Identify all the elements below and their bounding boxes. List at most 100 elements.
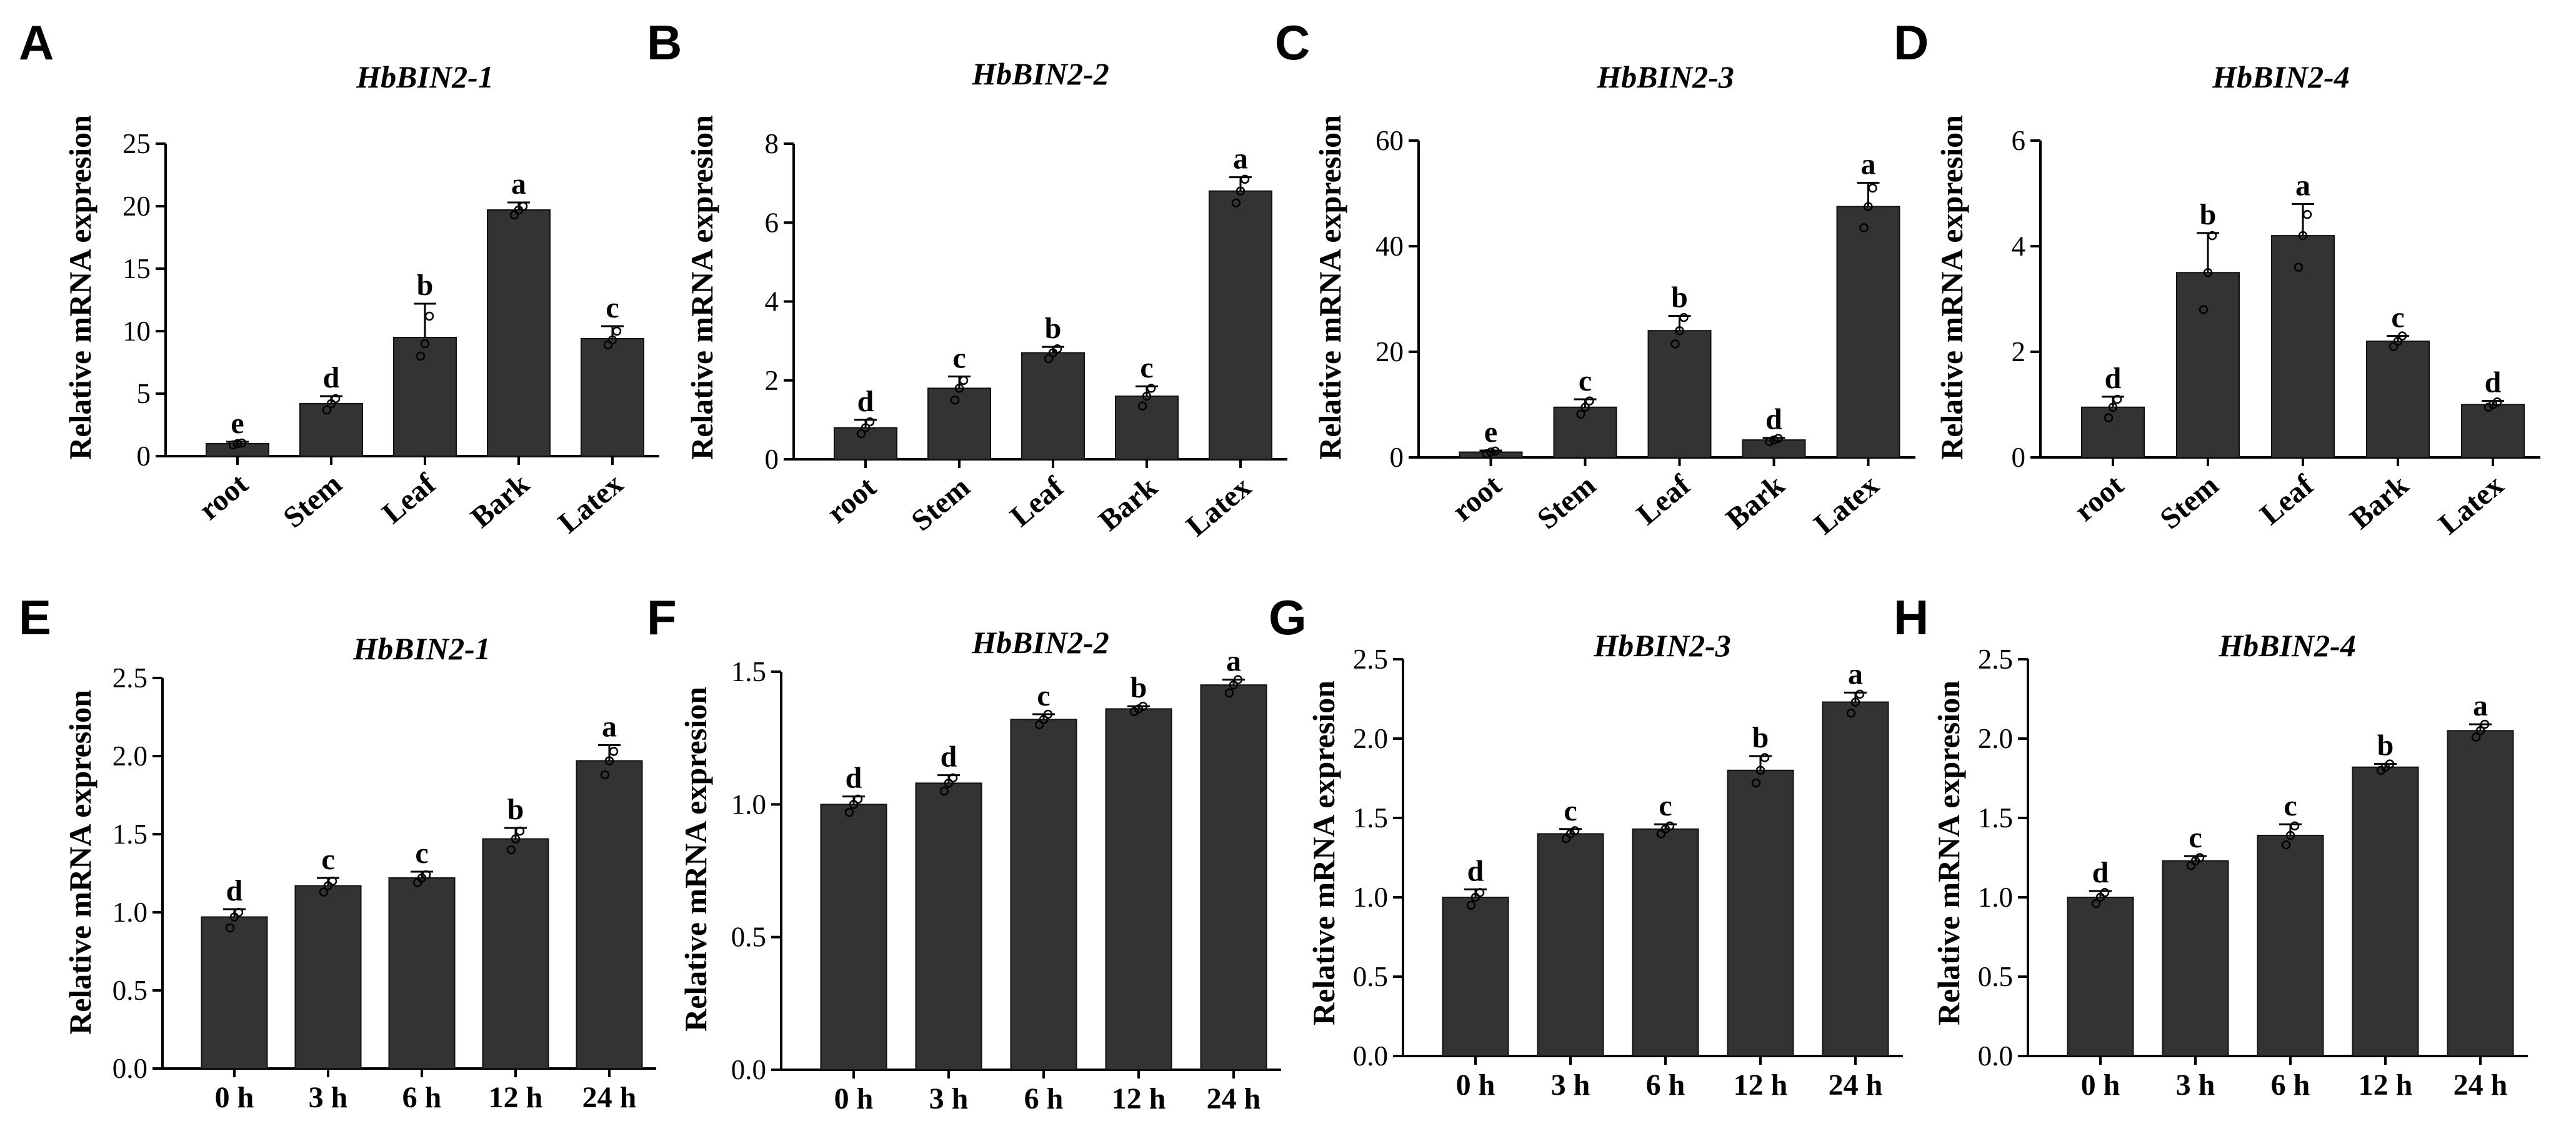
panel-letter: D — [1894, 15, 1929, 70]
panel-letter: F — [647, 590, 677, 645]
y-tick-label: 4 — [2012, 231, 2026, 262]
significance-letter: e — [231, 407, 244, 440]
significance-letter: d — [857, 385, 874, 418]
replicate-point — [1034, 720, 1044, 730]
replicate-point — [1486, 447, 1495, 457]
bar — [2447, 730, 2514, 1057]
x-tick-label: 3 h — [2176, 1069, 2215, 1102]
y-tick-label: 2.5 — [1978, 644, 2013, 675]
bar — [1200, 684, 1267, 1070]
replicate-point — [2285, 830, 2295, 840]
bar — [2257, 834, 2324, 1057]
x-tick-label: Leaf — [2254, 468, 2320, 531]
replicate-point — [1482, 449, 1491, 459]
y-axis-label: Relative mRNA expresion — [1306, 680, 1341, 1025]
replicate-point — [1240, 174, 1250, 184]
replicate-point — [511, 834, 521, 844]
significance-letter: a — [602, 710, 617, 744]
y-tick-label: 2.0 — [112, 740, 147, 772]
bar — [834, 427, 897, 460]
significance-letter: c — [1659, 789, 1672, 822]
bar — [2176, 272, 2240, 458]
x-tick-label: Leaf — [1630, 468, 1697, 531]
replicate-point — [1670, 339, 1680, 349]
plot-area: 0 20 40 60 e root c Stem b Leaf d Bark a Latex — [1375, 125, 1915, 541]
significance-letter: b — [1045, 312, 1062, 345]
replicate-point — [506, 845, 516, 855]
bar — [1822, 701, 1889, 1057]
significance-letter: d — [226, 874, 243, 907]
panel-title: HbBIN2-2 — [971, 56, 1109, 91]
panel-title: HbBIN2-2 — [971, 625, 1109, 660]
significance-letter: a — [2473, 689, 2488, 722]
significance-letter: c — [606, 291, 619, 324]
replicate-point — [2290, 821, 2300, 830]
bar — [576, 760, 643, 1069]
replicate-point — [1044, 354, 1054, 364]
panel-A: A HbBIN2-1 Relative mRNA expresion 0 5 10 1… — [19, 15, 659, 540]
x-tick-label: Bark — [464, 467, 536, 535]
replicate-point — [1868, 183, 1877, 193]
significance-letter: b — [417, 269, 434, 302]
y-tick-label: 25 — [122, 128, 151, 159]
plot-area: 0.0 0.5 1.0 1.5 d 0 h d 3 h c 6 h b 12 h a 24 h — [731, 645, 1281, 1115]
replicate-point — [1570, 826, 1580, 835]
bar — [2461, 404, 2525, 458]
y-tick-label: 0 — [137, 441, 151, 472]
replicate-point — [1755, 765, 1765, 775]
y-tick-label: 1.5 — [1978, 802, 2013, 834]
x-tick-label: Latex — [552, 467, 629, 540]
x-tick-label: 12 h — [2359, 1069, 2413, 1102]
replicate-point — [612, 326, 622, 336]
replicate-point — [1039, 715, 1049, 724]
significance-letter: c — [2189, 821, 2202, 854]
y-axis-label: Relative mRNA expresion — [684, 115, 719, 460]
bar — [201, 916, 268, 1069]
replicate-point — [2385, 759, 2395, 769]
significance-letter: a — [1233, 142, 1248, 176]
y-tick-label: 0 — [2012, 442, 2026, 473]
significance-letter: c — [952, 341, 966, 374]
panel-title: HbBIN2-3 — [1596, 59, 1734, 94]
x-tick-label: Latex — [1180, 471, 1257, 543]
y-tick-label: 0.0 — [731, 1054, 766, 1085]
y-tick-label: 0.0 — [1978, 1040, 2013, 1072]
replicate-point — [2393, 336, 2403, 346]
panel-letter: H — [1894, 590, 1929, 645]
replicate-point — [844, 807, 854, 817]
bar — [388, 877, 456, 1069]
y-tick-label: 8 — [765, 128, 779, 159]
replicate-point — [232, 439, 242, 449]
plot-area: 0.0 0.5 1.0 1.5 2.0 2.5 d 0 h c 3 h c 6 h b 12 h a 24 h — [1978, 644, 2528, 1102]
x-tick-label: 24 h — [1207, 1082, 1261, 1115]
replicate-point — [424, 311, 434, 321]
significance-letter: b — [2200, 198, 2217, 231]
replicate-point — [861, 423, 871, 432]
y-axis-label: Relative mRNA expresion — [678, 687, 713, 1032]
bar — [299, 403, 363, 457]
y-tick-label: 0.0 — [112, 1053, 147, 1084]
replicate-point — [950, 396, 960, 405]
replicate-point — [2397, 331, 2407, 341]
y-tick-label: 2.0 — [1978, 723, 2013, 754]
replicate-point — [1466, 900, 1476, 910]
y-tick-label: 20 — [1375, 336, 1404, 367]
replicate-point — [604, 756, 614, 765]
panel-E: E HbBIN2-1 Relative mRNA expresion 0.00.… — [19, 590, 656, 1114]
replicate-point — [2091, 899, 2101, 909]
x-tick-label: Bark — [1720, 469, 1791, 536]
replicate-point — [2281, 840, 2291, 850]
significance-letter: d — [2092, 856, 2109, 889]
significance-letter: d — [1467, 854, 1484, 887]
replicate-point — [421, 870, 431, 880]
x-tick-label: 3 h — [309, 1081, 348, 1114]
bar — [1442, 897, 1509, 1057]
replicate-point — [1138, 701, 1148, 711]
replicate-point — [420, 339, 430, 349]
replicate-point — [1675, 326, 1684, 336]
replicate-point — [856, 429, 866, 439]
y-tick-label: 0.5 — [1978, 961, 2013, 992]
y-tick-label: 2.5 — [112, 662, 147, 694]
y-tick-label: 10 — [122, 316, 151, 347]
